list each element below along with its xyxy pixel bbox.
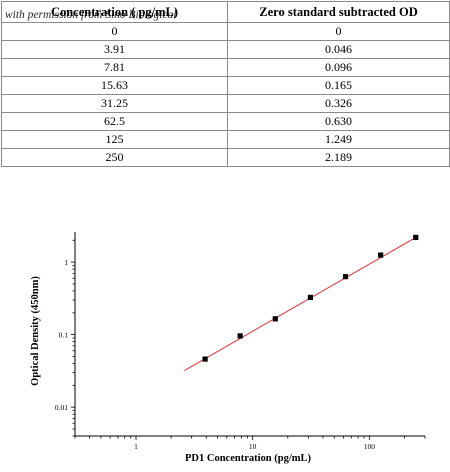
cell-od: 0.630 (227, 112, 450, 131)
y-axis-label: Optical Density (450nm) (30, 276, 41, 386)
table-row: 250 2.189 (1, 148, 450, 167)
fit-line-group (184, 236, 417, 371)
table-row: 7.81 0.096 (1, 58, 450, 77)
cell-concentration: 7.81 (1, 58, 228, 77)
header-concentration: Concentration ( pg/mL) with permission f… (1, 1, 228, 23)
cell-od: 0 (227, 22, 450, 41)
data-point (272, 316, 278, 322)
x-tick-label: 10 (249, 442, 257, 451)
table-header-row: Concentration ( pg/mL) with permission f… (1, 1, 450, 23)
cell-od: 0.096 (227, 58, 450, 77)
cell-od: 0.165 (227, 76, 450, 95)
data-point (307, 294, 314, 300)
y-tick-label: 0.01 (55, 403, 68, 412)
y-tick-label: 0.1 (59, 331, 69, 340)
standard-curve-table: Concentration ( pg/mL) with permission f… (1, 1, 450, 167)
chart-axes: 1 10 100 0.01 0.1 1 (55, 232, 426, 451)
x-axis-label: PD1 Concentration (pg/mL) (185, 453, 311, 464)
data-point (237, 333, 243, 339)
cell-od: 2.189 (227, 148, 450, 167)
cell-concentration: 250 (1, 148, 228, 167)
x-tick-label: 100 (364, 442, 376, 451)
cell-concentration: 15.63 (1, 76, 228, 95)
y-tick-label: 1 (64, 258, 68, 267)
table-row: 62.5 0.630 (1, 112, 450, 131)
table-row: 125 1.249 (1, 130, 450, 149)
data-point (378, 252, 384, 258)
cell-od: 0.046 (227, 40, 450, 59)
header-concentration-label: Concentration ( pg/mL) (50, 5, 179, 19)
cell-concentration: 31.25 (1, 94, 228, 113)
table-row: 31.25 0.326 (1, 94, 450, 113)
cell-concentration: 125 (1, 130, 228, 149)
cell-od: 0.326 (227, 94, 450, 113)
cell-concentration: 0 (1, 22, 228, 41)
table-row: 15.63 0.165 (1, 76, 450, 95)
table-row: 3.91 0.046 (1, 40, 450, 59)
cell-concentration: 62.5 (1, 112, 228, 131)
data-point (342, 274, 349, 280)
header-od: Zero standard subtracted OD (227, 1, 450, 23)
data-point (413, 234, 419, 241)
watermark-text: with permission from Sino Biological (5, 9, 177, 21)
cell-od: 1.249 (227, 130, 450, 149)
fit-line (184, 236, 417, 371)
data-points (202, 234, 419, 362)
data-point (202, 356, 208, 362)
standard-curve-chart: 1 10 100 0.01 0.1 1 PD1 Concentration (pg/mL)… (30, 232, 426, 464)
cell-concentration: 3.91 (1, 40, 228, 59)
x-tick-label: 1 (134, 442, 138, 451)
